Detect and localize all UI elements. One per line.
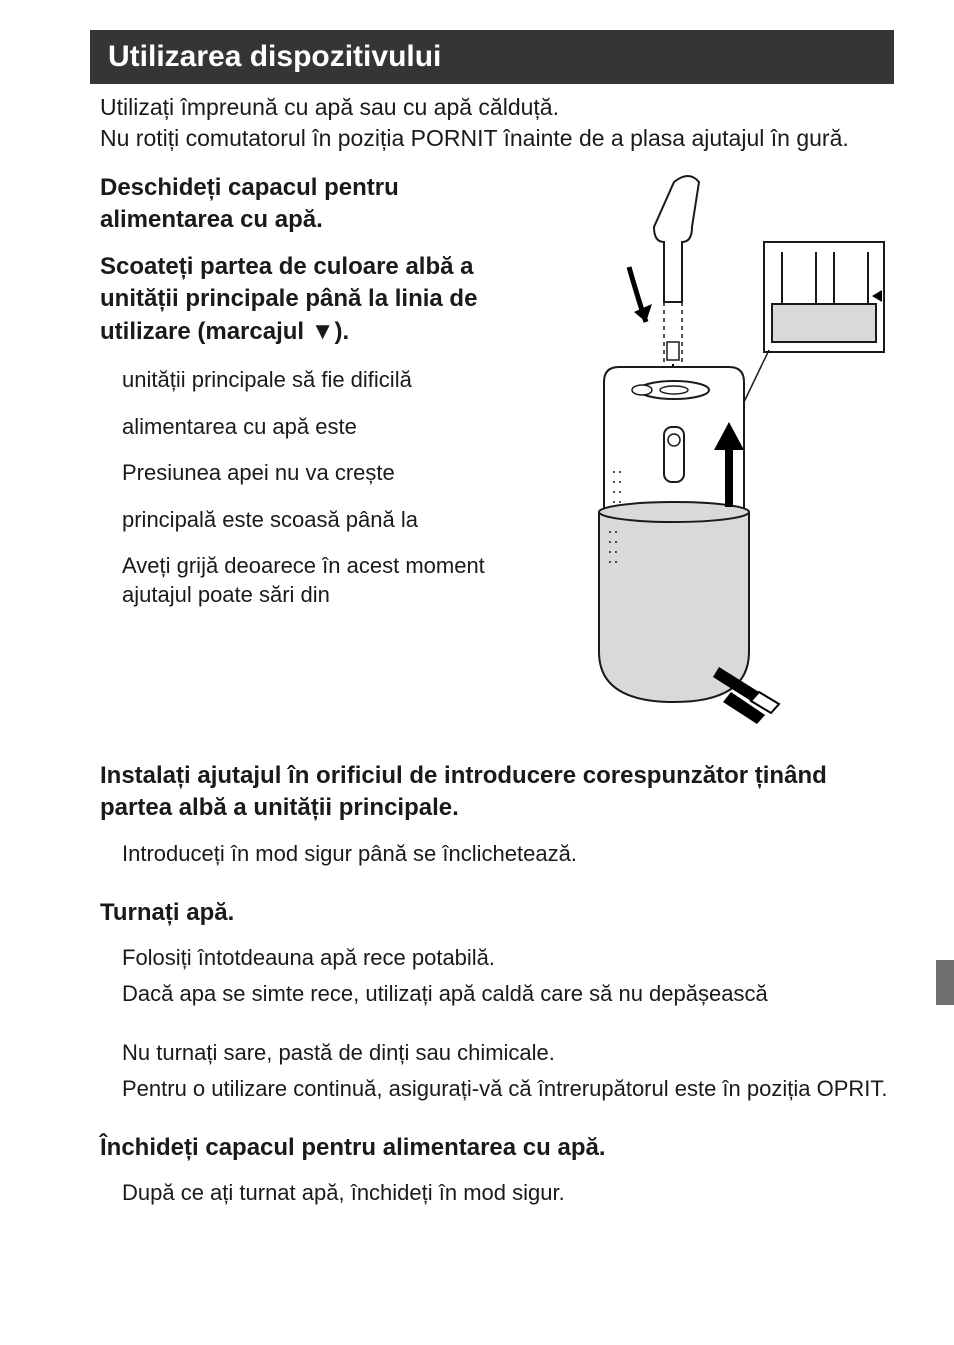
step-5-body: După ce ați turnat apă, închideți în mod… (100, 1178, 894, 1208)
language-tab: Română (924, 960, 954, 1080)
step-2-notes: unității principale să fie dificilă alim… (100, 366, 496, 610)
step-4-text-4: Pentru o utilizare continuă, asigurați-v… (122, 1074, 894, 1104)
note-3: Presiunea apei nu va crește (100, 459, 496, 488)
step-3: Instalați ajutajul în orificiul de intro… (100, 760, 894, 868)
left-column: Deschideți capacul pentru alimentarea cu… (100, 172, 496, 732)
right-column (514, 172, 894, 732)
step-4-text-3: Nu turnați sare, pastă de dinți sau chim… (122, 1038, 894, 1068)
step-1-heading: Deschideți capacul pentru alimentarea cu… (100, 172, 496, 237)
step-4-heading: Turnați apă. (100, 897, 894, 929)
step-4-text-2: Dacă apa se simte rece, utilizați apă ca… (122, 979, 894, 1009)
intro-line-2: Nu rotiți comutatorul în poziția PORNIT … (100, 125, 849, 151)
device-diagram (514, 172, 894, 732)
intro-text: Utilizați împreună cu apă sau cu apă căl… (100, 92, 894, 154)
two-column-block: Deschideți capacul pentru alimentarea cu… (100, 172, 894, 732)
manual-page: Română Utilizarea dispozitivului Utiliza… (0, 0, 954, 1345)
intro-line-1: Utilizați împreună cu apă sau cu apă căl… (100, 94, 559, 120)
step-3-text: Introduceți în mod sigur până se înclich… (122, 839, 894, 869)
step-4: Turnați apă. Folosiți întotdeauna apă re… (100, 897, 894, 1104)
down-triangle-icon: ▼ (311, 318, 335, 345)
note-5: Aveți grijă deoarece în acest moment aju… (100, 552, 496, 609)
step-5-text: După ce ați turnat apă, închideți în mod… (122, 1178, 894, 1208)
section-title: Utilizarea dispozitivului (90, 30, 894, 84)
note-4: principală este scoasă până la (100, 506, 496, 535)
step-2-heading-post: ). (335, 318, 350, 345)
note-1: unității principale să fie dificilă (100, 366, 496, 395)
step-3-heading: Instalați ajutajul în orificiul de intro… (100, 760, 894, 825)
step-4-text-1: Folosiți întotdeauna apă rece potabilă. (122, 943, 894, 973)
step-4-body: Folosiți întotdeauna apă rece potabilă. … (100, 943, 894, 1104)
step-2-heading: Scoateți partea de culoare albă a unităț… (100, 251, 496, 348)
step-2-heading-pre: Scoateți partea de culoare albă a unităț… (100, 253, 477, 345)
note-2: alimentarea cu apă este (100, 413, 496, 442)
step-5-heading: Închideți capacul pentru alimentarea cu … (100, 1132, 894, 1164)
language-tab-bar (936, 960, 954, 1005)
step-5: Închideți capacul pentru alimentarea cu … (100, 1132, 894, 1208)
step-3-body: Introduceți în mod sigur până se înclich… (100, 839, 894, 869)
